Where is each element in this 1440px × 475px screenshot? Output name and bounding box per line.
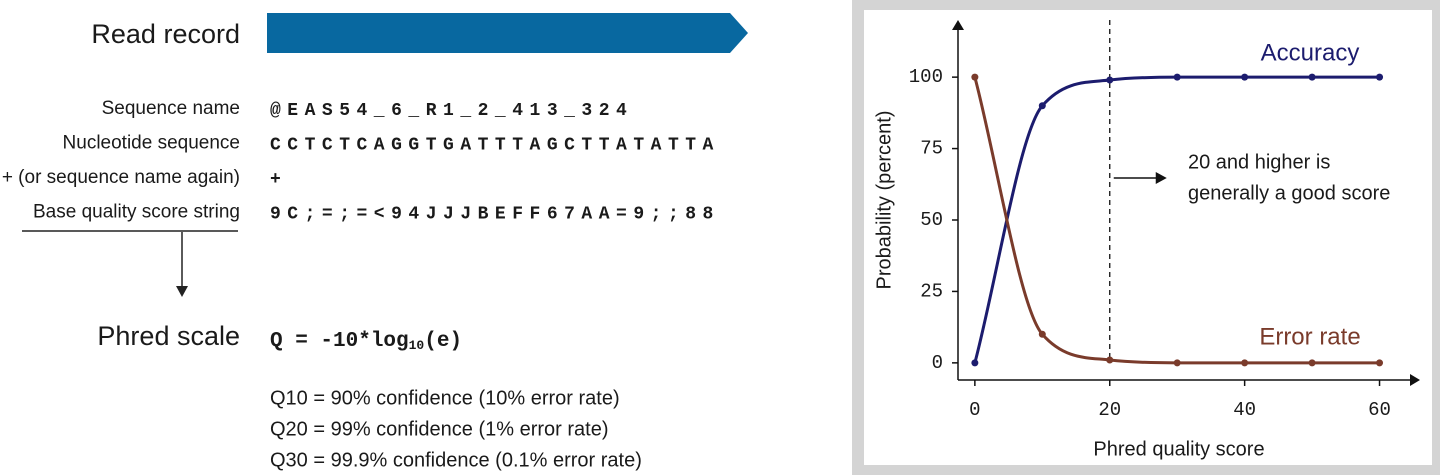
x-tick-label: 60 (1368, 399, 1391, 421)
annotation: 20 and higher is (1188, 151, 1330, 173)
field-label: Nucleotide sequence (63, 133, 240, 154)
data-point (1308, 73, 1316, 81)
data-point (1106, 356, 1114, 364)
phred-title: Phred scale (97, 321, 240, 351)
field-label: + (or sequence name again) (2, 167, 240, 188)
data-point (971, 73, 979, 81)
data-point (1173, 359, 1181, 367)
formula-end: (e) (424, 330, 462, 353)
y-axis-title: Probability (percent) (873, 111, 895, 290)
y-tick-label: 50 (920, 209, 943, 231)
record-title: Read record (91, 19, 240, 49)
field-value: CCTCTCAGGTGATTTAGCTTATATTA (270, 135, 720, 155)
y-tick-label: 25 (920, 280, 943, 302)
field-value: 9C;=;=<94JJJBEFF67AA=9;;88 (270, 204, 720, 224)
data-point (1173, 73, 1181, 81)
x-tick-label: 20 (1098, 399, 1121, 421)
phred-note: Q20 = 99% confidence (1% error rate) (270, 418, 609, 440)
x-axis-title: Phred quality score (1093, 438, 1264, 460)
field-value: + (270, 170, 287, 190)
series-label: Accuracy (1261, 39, 1360, 66)
formula: Q = -10*log10(e) (270, 330, 462, 354)
annotation-arrow-head (1155, 172, 1167, 184)
data-point (1308, 359, 1316, 367)
y-tick-label: 0 (932, 352, 943, 374)
y-tick-label: 75 (920, 138, 943, 160)
field-label: Base quality score string (33, 202, 240, 223)
data-point (971, 359, 979, 367)
phred-note: Q30 = 99.9% confidence (0.1% error rate) (270, 449, 642, 471)
x-tick-label: 0 (969, 399, 980, 421)
formula-sub: 10 (409, 338, 425, 353)
x-tick-label: 40 (1233, 399, 1256, 421)
arrow-head (176, 286, 188, 297)
data-point (1376, 359, 1384, 367)
data-point (1376, 73, 1384, 81)
annotation: generally a good score (1188, 182, 1390, 204)
banner-arrow (267, 13, 748, 53)
field-value: @EAS54_6_R1_2_413_324 (270, 101, 633, 121)
y-tick-label: 100 (909, 66, 943, 88)
field-label: Sequence name (102, 98, 240, 119)
data-point (1038, 102, 1046, 110)
data-point (1038, 330, 1046, 338)
data-point (1241, 73, 1249, 81)
y-axis-arrow (952, 20, 964, 30)
x-axis-arrow (1410, 374, 1420, 386)
data-point (1241, 359, 1249, 367)
series-label: Error rate (1259, 323, 1360, 350)
phred-note: Q10 = 90% confidence (10% error rate) (270, 387, 620, 409)
formula-main: Q = -10*log (270, 330, 409, 353)
data-point (1106, 76, 1114, 84)
